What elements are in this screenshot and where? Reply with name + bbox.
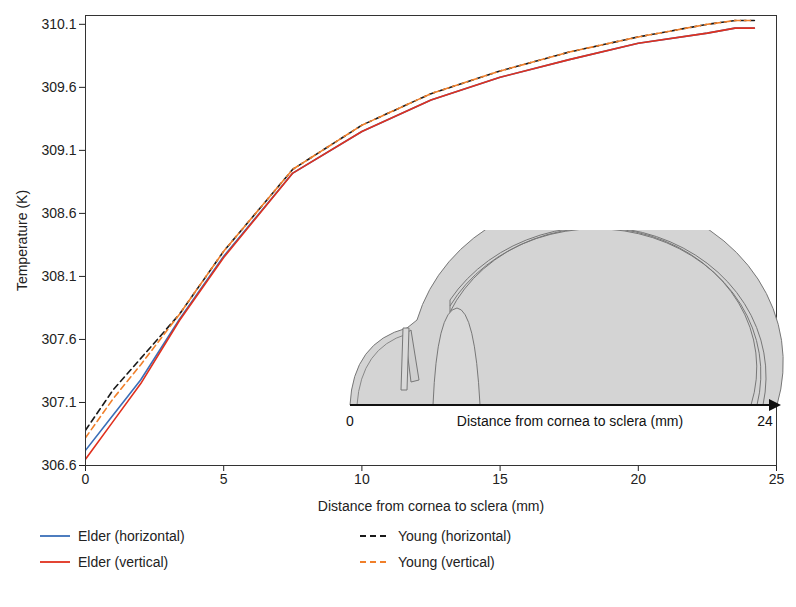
svg-text:310.1: 310.1 bbox=[41, 16, 76, 32]
html-text:Young (horizontal): Young (horizontal) bbox=[398, 528, 512, 544]
svg-text:24: 24 bbox=[757, 413, 773, 429]
svg-text:307.6: 307.6 bbox=[41, 331, 76, 347]
svg-text:5: 5 bbox=[220, 471, 228, 487]
html-text:Elder (vertical): Elder (vertical) bbox=[78, 554, 169, 570]
svg-text:Distance from cornea to sclera: Distance from cornea to sclera (mm) bbox=[457, 413, 683, 429]
html-text:Young (vertical): Young (vertical) bbox=[398, 554, 495, 570]
svg-text:309.6: 309.6 bbox=[41, 79, 76, 95]
svg-text:306.6: 306.6 bbox=[41, 457, 76, 473]
svg-text:308.6: 308.6 bbox=[41, 205, 76, 221]
svg-text:15: 15 bbox=[492, 471, 508, 487]
svg-text:307.1: 307.1 bbox=[41, 394, 76, 410]
svg-text:0: 0 bbox=[82, 471, 90, 487]
svg-text:308.1: 308.1 bbox=[41, 268, 76, 284]
html-text:Elder (horizontal): Elder (horizontal) bbox=[78, 528, 185, 544]
svg-text:10: 10 bbox=[354, 471, 370, 487]
svg-text:Distance from cornea to sclera: Distance from cornea to sclera (mm) bbox=[318, 498, 544, 514]
svg-text:25: 25 bbox=[769, 471, 785, 487]
svg-text:20: 20 bbox=[631, 471, 647, 487]
svg-text:309.1: 309.1 bbox=[41, 142, 76, 158]
svg-text:0: 0 bbox=[346, 413, 354, 429]
svg-text:Temperature (K): Temperature (K) bbox=[14, 190, 30, 291]
